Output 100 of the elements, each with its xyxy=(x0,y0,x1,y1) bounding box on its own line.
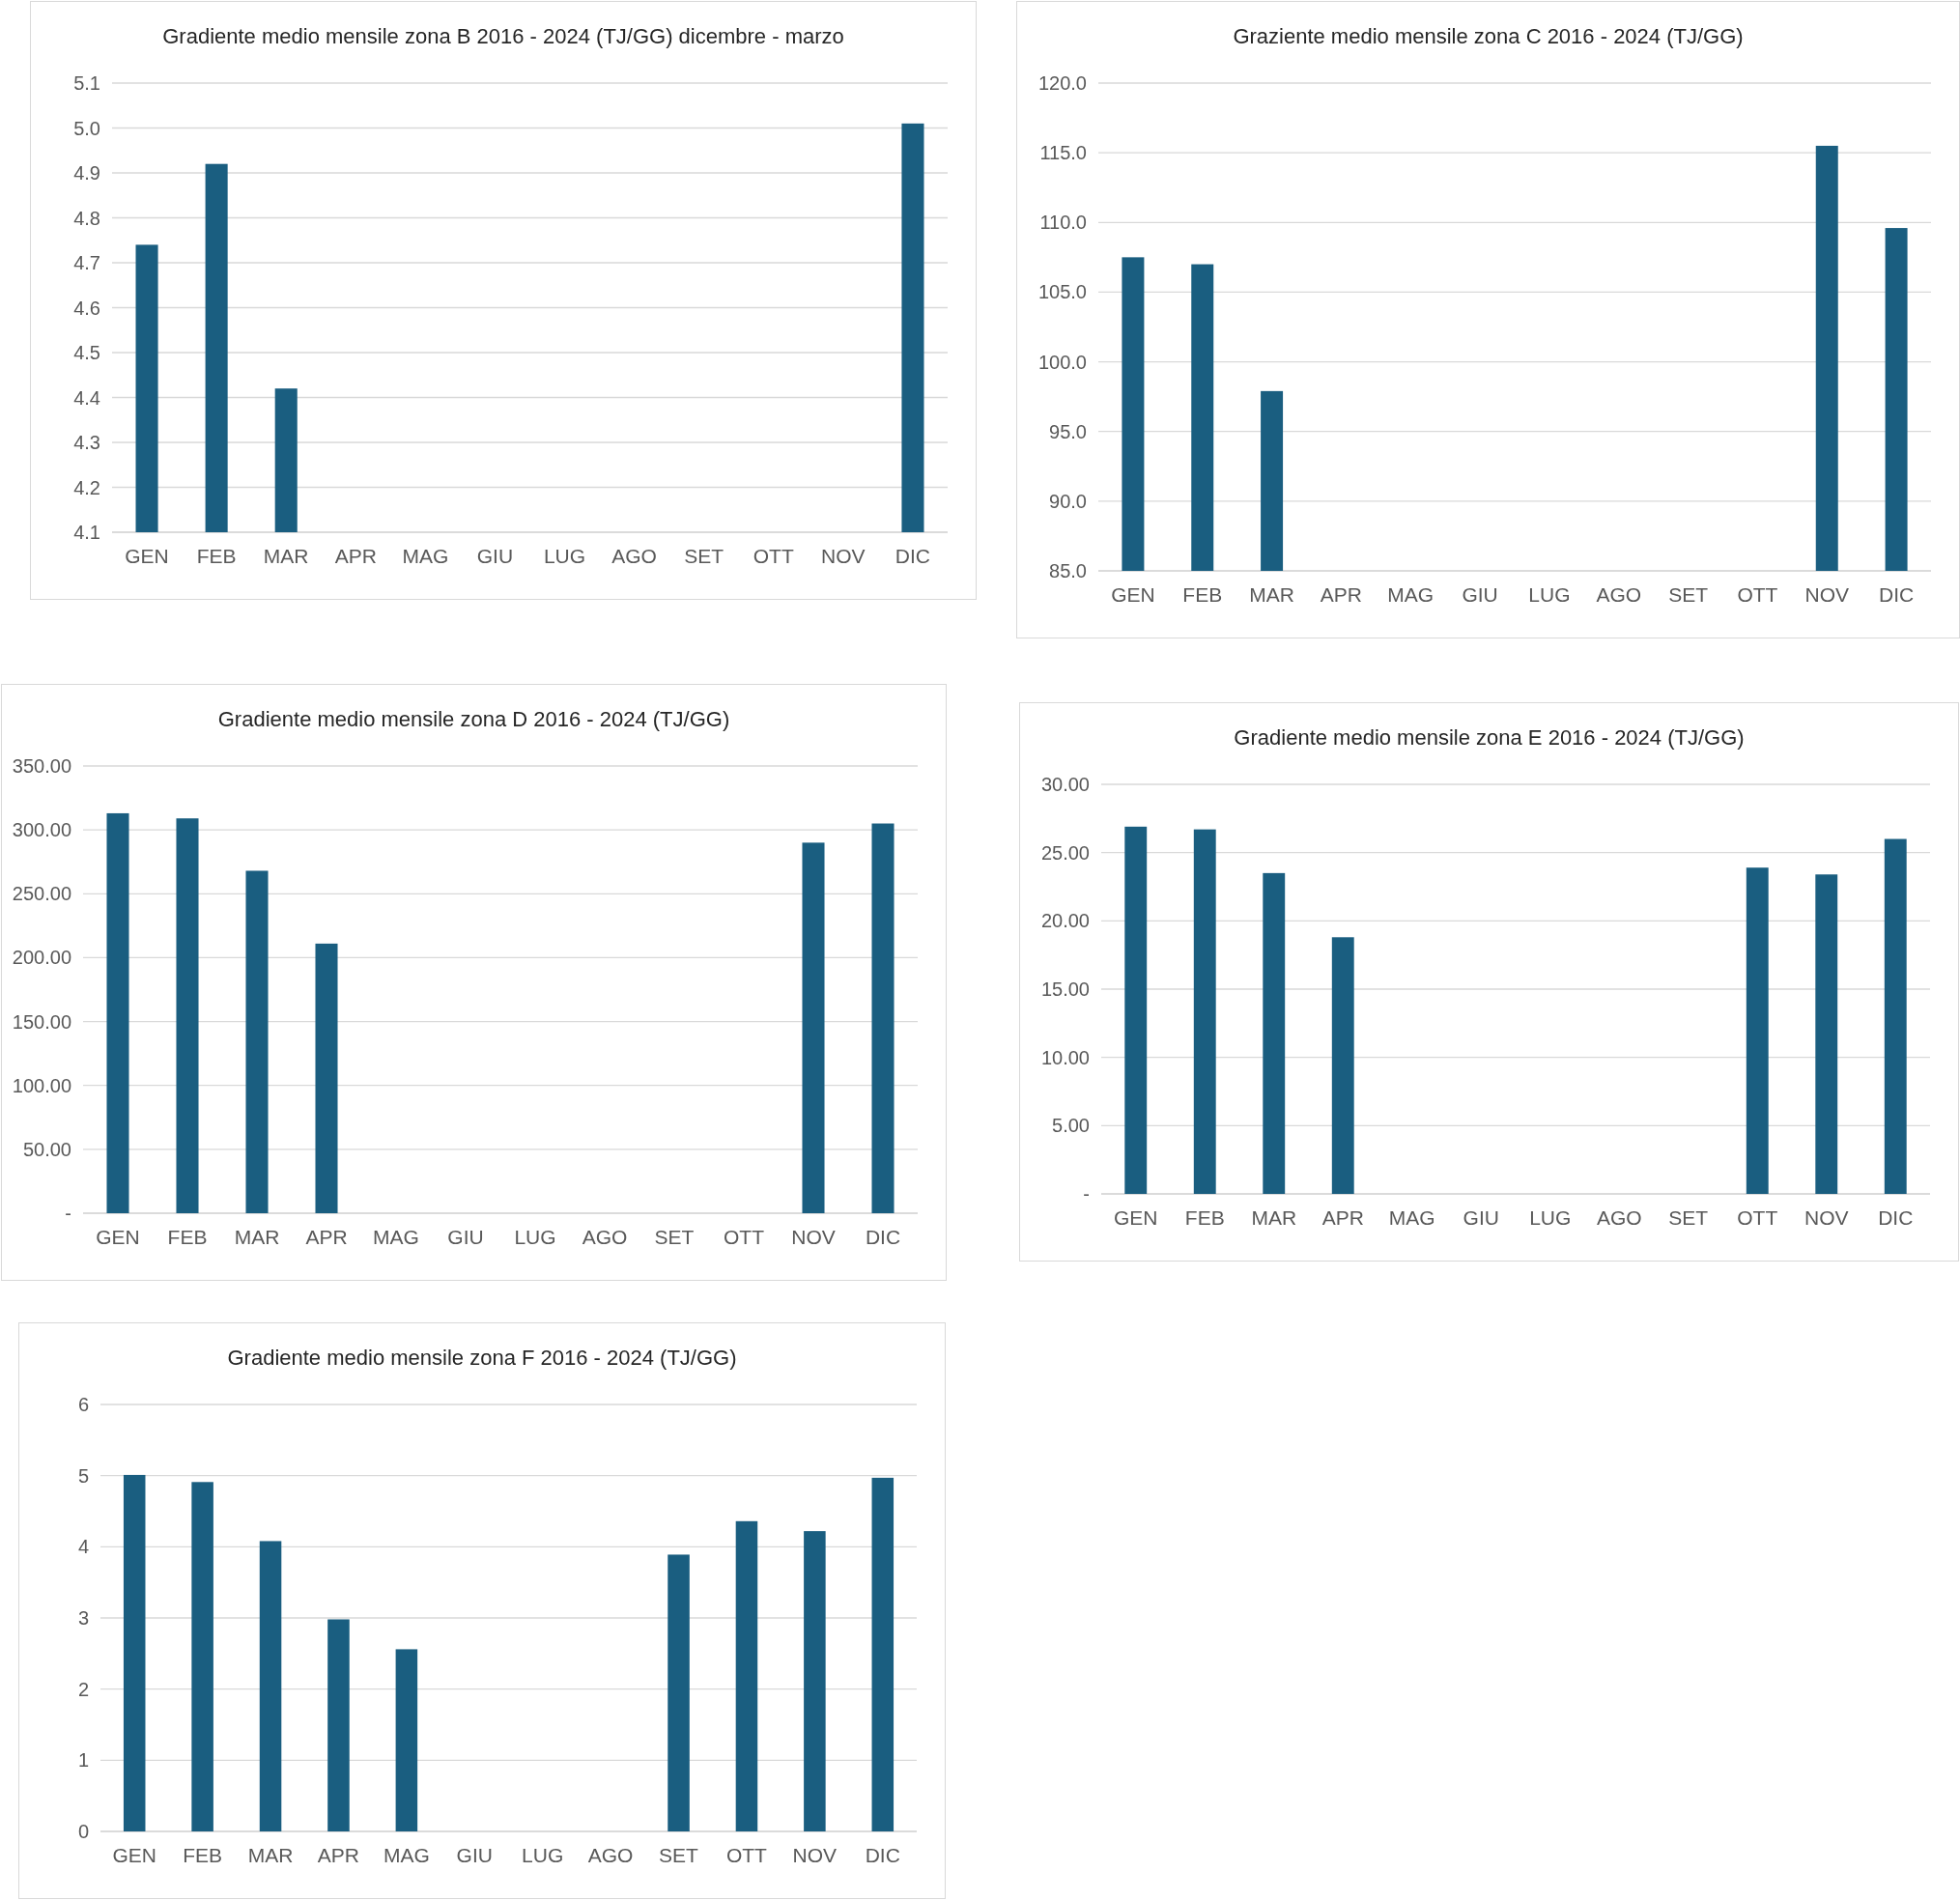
y-tick-label: 5.0 xyxy=(73,117,100,139)
x-tick-label: MAG xyxy=(383,1844,430,1866)
y-tick-label: 4.3 xyxy=(73,432,100,453)
y-tick-label: 2 xyxy=(77,1678,89,1700)
y-tick-label: 4.4 xyxy=(73,386,100,409)
x-tick-label: APR xyxy=(1320,583,1363,606)
y-tick-label: 115.0 xyxy=(1039,142,1087,164)
x-tick-label: SET xyxy=(684,545,724,567)
x-tick-label: MAG xyxy=(402,545,449,567)
x-tick-label: DIC xyxy=(1878,1206,1914,1229)
y-tick-label: 100.0 xyxy=(1037,351,1087,373)
x-tick-label: FEB xyxy=(167,1226,208,1248)
y-tick-label: 200.00 xyxy=(12,947,71,969)
x-tick-label: LUG xyxy=(1529,1206,1572,1229)
chart-title: Gradiente medio mensile zona E 2016 - 2024 (TJ/GG) xyxy=(1234,725,1745,750)
x-tick-label: FEB xyxy=(1184,1206,1225,1229)
y-tick-label: 4.8 xyxy=(73,207,100,229)
bar xyxy=(1884,838,1907,1194)
bar xyxy=(315,943,338,1213)
x-tick-label: FEB xyxy=(1182,583,1223,606)
bar xyxy=(245,870,269,1213)
x-tick-label: LUG xyxy=(543,545,586,567)
x-tick-label: GIU xyxy=(476,545,514,567)
bar xyxy=(106,812,129,1213)
chart-title: Graziente medio mensile zona C 2016 - 2024 (TJ/GG) xyxy=(1233,24,1744,48)
x-tick-label: AGO xyxy=(587,1844,634,1866)
x-tick-label: MAR xyxy=(234,1226,280,1248)
x-tick-label: AGO xyxy=(582,1226,628,1248)
bar xyxy=(1193,829,1216,1194)
y-tick-label: 4.1 xyxy=(73,522,100,543)
x-tick-label: FEB xyxy=(183,1844,223,1866)
x-tick-label: GIU xyxy=(1463,1206,1499,1229)
y-tick-label: 1 xyxy=(77,1749,89,1772)
x-tick-label: SET xyxy=(1668,583,1709,606)
bar xyxy=(668,1554,690,1831)
y-tick-label: 50.00 xyxy=(22,1138,71,1160)
x-tick-label: DIC xyxy=(865,1226,901,1248)
y-tick-label: 120.0 xyxy=(1037,72,1087,94)
x-tick-label: APR xyxy=(317,1844,360,1866)
bar xyxy=(123,1474,146,1831)
x-tick-label: NOV xyxy=(1804,1206,1849,1229)
x-tick-label: OTT xyxy=(724,1226,765,1248)
x-tick-label: GEN xyxy=(1113,1206,1158,1229)
bar xyxy=(1746,867,1769,1194)
x-tick-label: LUG xyxy=(514,1226,556,1248)
y-tick-label: 15.00 xyxy=(1040,978,1090,1000)
x-tick-label: NOV xyxy=(792,1844,838,1866)
bar xyxy=(802,842,825,1213)
chart-title: Gradiente medio mensile zona B 2016 - 2024 (TJ/GG) dicembre - marzo xyxy=(162,24,844,48)
x-tick-label: DIC xyxy=(865,1844,900,1866)
y-tick-label: 95.0 xyxy=(1049,420,1087,442)
y-tick-label: 300.00 xyxy=(12,819,71,841)
y-tick-label: 10.00 xyxy=(1040,1046,1090,1068)
bar xyxy=(871,823,895,1213)
x-tick-label: APR xyxy=(334,545,377,567)
x-tick-label: OTT xyxy=(753,545,794,567)
y-tick-label: 5.00 xyxy=(1052,1115,1090,1137)
x-tick-label: AGO xyxy=(611,545,657,567)
chart-title: Gradiente medio mensile zona D 2016 - 2024 (TJ/GG) xyxy=(217,707,730,731)
y-tick-label: 100.00 xyxy=(12,1074,71,1096)
x-tick-label: NOV xyxy=(791,1226,836,1248)
chart-title: Gradiente medio mensile zona F 2016 - 2024 (TJ/GG) xyxy=(227,1346,737,1370)
x-tick-label: SET xyxy=(654,1226,695,1248)
bar xyxy=(804,1531,826,1831)
x-tick-label: MAG xyxy=(373,1226,419,1248)
x-tick-label: NOV xyxy=(1804,583,1850,606)
x-tick-label: LUG xyxy=(1528,583,1571,606)
x-tick-label: GIU xyxy=(456,1844,493,1866)
y-tick-label: 6 xyxy=(77,1394,89,1415)
x-tick-label: DIC xyxy=(1879,583,1915,606)
x-tick-label: MAR xyxy=(247,1844,294,1866)
x-tick-label: FEB xyxy=(196,545,237,567)
x-tick-label: OTT xyxy=(1737,583,1778,606)
x-tick-label: GEN xyxy=(112,1844,156,1866)
x-tick-label: GEN xyxy=(96,1226,140,1248)
y-tick-label: 5 xyxy=(77,1464,89,1487)
y-tick-label: 30.00 xyxy=(1040,774,1090,795)
x-tick-label: MAR xyxy=(263,545,309,567)
y-tick-label: 85.0 xyxy=(1049,560,1087,581)
bar xyxy=(191,1482,213,1831)
y-tick-label: 0 xyxy=(77,1821,89,1842)
y-tick-label: - xyxy=(65,1203,71,1224)
bar xyxy=(176,818,199,1213)
y-tick-label: 20.00 xyxy=(1040,910,1090,932)
y-tick-label: 90.0 xyxy=(1049,490,1087,512)
y-tick-label: 3 xyxy=(77,1607,89,1629)
y-tick-label: 4.9 xyxy=(73,162,100,184)
y-tick-label: 4.7 xyxy=(73,252,100,273)
x-tick-label: MAR xyxy=(1249,583,1294,606)
bar xyxy=(327,1619,350,1831)
x-tick-label: AGO xyxy=(1596,1206,1642,1229)
bar xyxy=(1815,874,1838,1194)
x-tick-label: OTT xyxy=(725,1844,768,1866)
y-tick-label: 250.00 xyxy=(12,883,71,905)
x-tick-label: GIU xyxy=(447,1226,484,1248)
y-tick-label: 110.0 xyxy=(1039,212,1087,234)
y-tick-label: 25.00 xyxy=(1040,841,1090,864)
y-tick-label: 4.6 xyxy=(73,297,100,319)
bar xyxy=(259,1541,282,1831)
y-tick-label: 5.1 xyxy=(73,72,100,94)
